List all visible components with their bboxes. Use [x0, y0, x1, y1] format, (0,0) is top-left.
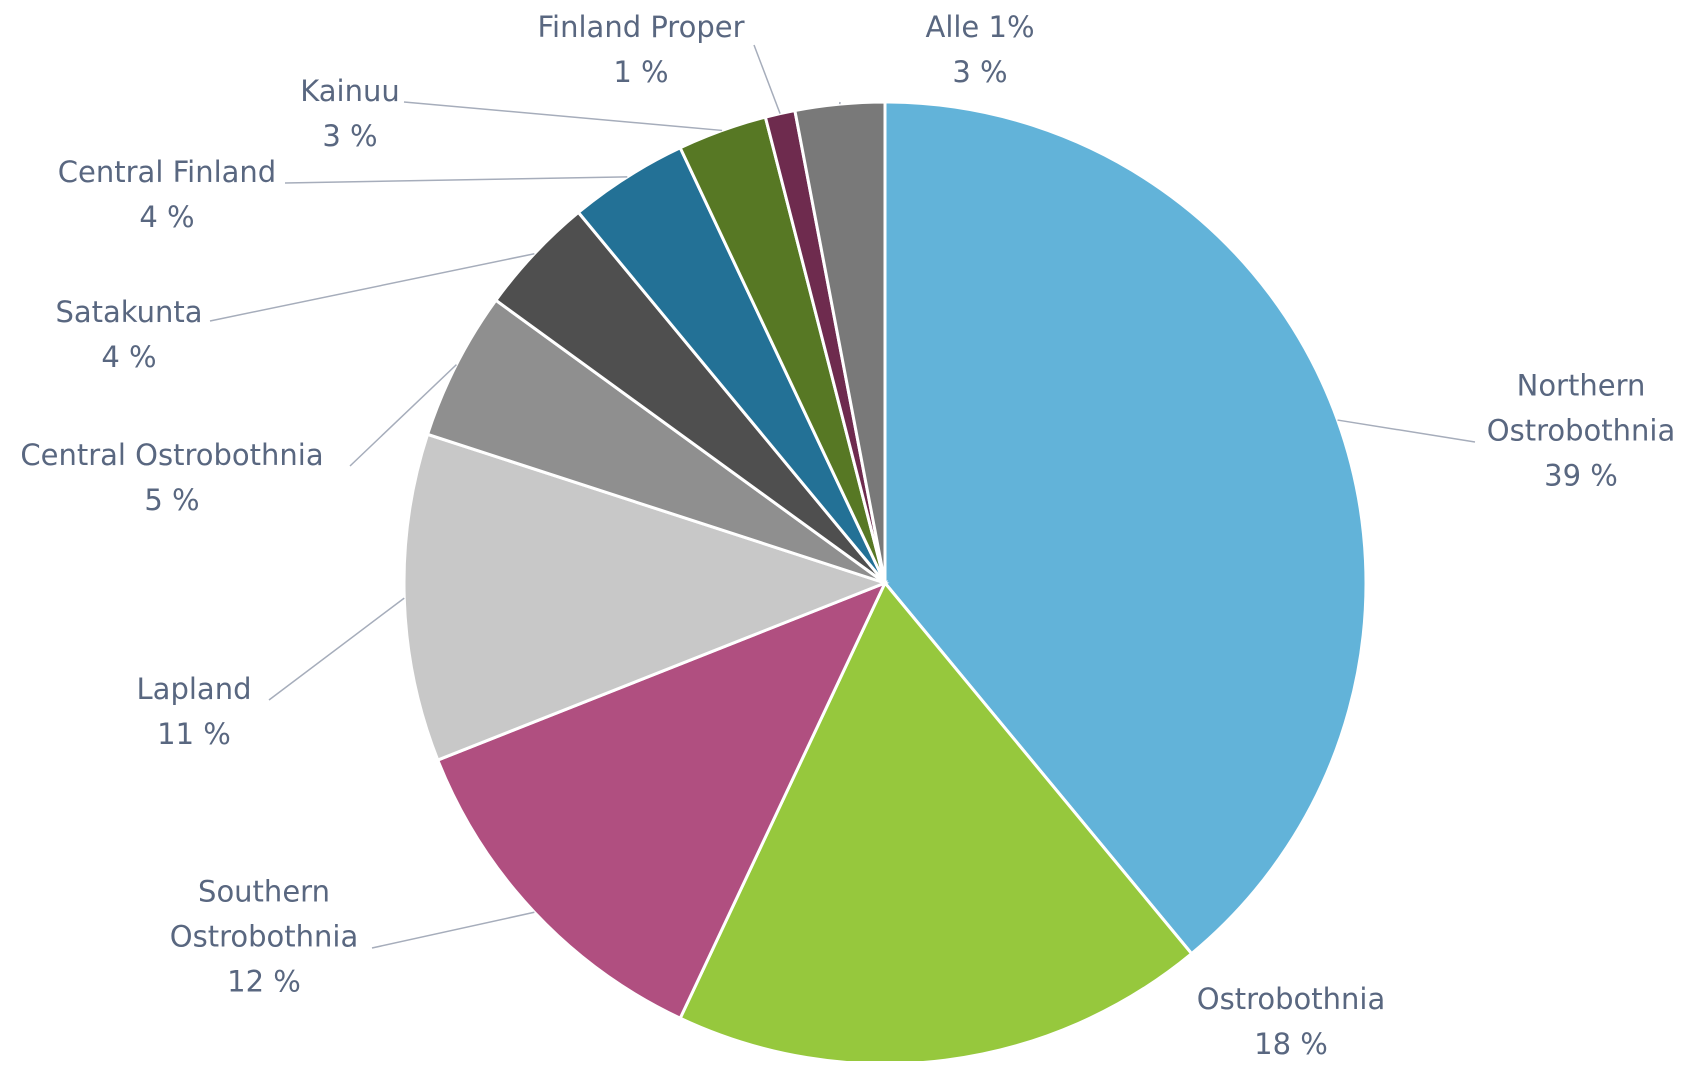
- category-label: Satakunta: [55, 290, 202, 335]
- value-label: 18 %: [1197, 1022, 1385, 1067]
- value-label: 12 %: [149, 960, 379, 1005]
- leader-line: [372, 912, 534, 948]
- value-label: 1 %: [537, 50, 744, 95]
- category-label: Kainuu: [300, 69, 399, 114]
- value-label: 3 %: [300, 114, 399, 159]
- category-label: Northern Ostrobothnia: [1476, 364, 1686, 454]
- value-label: 11 %: [137, 712, 252, 757]
- category-label: Finland Proper: [537, 5, 744, 50]
- data-label: Alle 1%3 %: [925, 5, 1034, 95]
- value-label: 4 %: [58, 195, 276, 240]
- leader-line: [269, 598, 404, 700]
- category-label: Alle 1%: [925, 5, 1034, 50]
- leader-line: [404, 102, 722, 130]
- value-label: 4 %: [55, 335, 202, 380]
- value-label: 3 %: [925, 50, 1034, 95]
- category-label: Central Finland: [58, 150, 276, 195]
- category-label: Central Ostrobothnia: [20, 433, 323, 478]
- category-label: Lapland: [137, 667, 252, 712]
- leader-line: [754, 45, 780, 114]
- category-label: Southern Ostrobothnia: [149, 870, 379, 960]
- value-label: 5 %: [20, 478, 323, 523]
- leader-line: [285, 177, 627, 183]
- value-label: 39 %: [1476, 454, 1686, 499]
- category-label: Ostrobothnia: [1197, 977, 1385, 1022]
- leader-line: [1338, 420, 1475, 442]
- leader-line: [210, 254, 534, 321]
